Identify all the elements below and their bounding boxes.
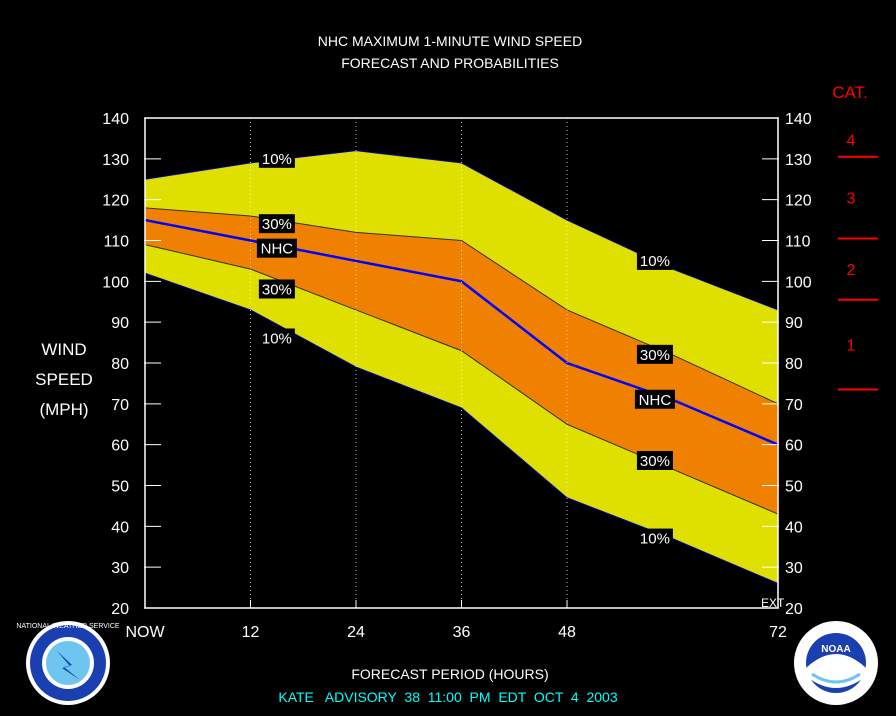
x-tick-label: 72 — [769, 624, 787, 641]
band-label: 10% — [640, 253, 670, 270]
band-label-box — [258, 214, 295, 234]
y-tick-label-left: 130 — [102, 152, 129, 169]
y-tick-label-right: 140 — [785, 111, 812, 128]
advisory-text: KATE ADVISORY 38 11:00 PM EDT OCT 4 2003 — [278, 689, 617, 705]
y-tick-label-right: 60 — [785, 438, 803, 455]
y-tick-label-left: 40 — [111, 519, 129, 536]
y-tick-label-left: 120 — [102, 193, 129, 210]
chart-title-line1: NHC MAXIMUM 1-MINUTE WIND SPEED — [318, 33, 582, 49]
y-tick-label-right: 100 — [785, 274, 812, 291]
y-tick-label-right: 40 — [785, 519, 803, 536]
y-tick-label-left: 60 — [111, 438, 129, 455]
x-tick-label: 48 — [558, 624, 576, 641]
band-label-box — [636, 250, 673, 270]
x-tick-label: NOW — [125, 624, 165, 641]
y-tick-label-left: 30 — [111, 560, 129, 577]
noaa-logo: NOAA — [794, 621, 878, 705]
y-tick-label-left: 20 — [111, 601, 129, 618]
band-label: 10% — [262, 151, 292, 168]
band-label: NHC — [639, 392, 672, 409]
y-tick-label-right: 80 — [785, 356, 803, 373]
y-tick-label-right: 70 — [785, 397, 803, 414]
y-tick-label-left: 100 — [102, 274, 129, 291]
band-label: 30% — [262, 282, 292, 299]
y-tick-label-right: 90 — [785, 315, 803, 332]
ext-label: EXT — [761, 596, 785, 610]
band-label: NHC — [261, 241, 294, 258]
band-label-box — [258, 279, 295, 299]
x-tick-label: 24 — [347, 624, 365, 641]
plot-area: 20 20 30 30 40 40 50 50 60 60 70 70 80 80 90 90 100 100 11… — [102, 111, 812, 641]
y-tick-label-left: 70 — [111, 397, 129, 414]
y-tick-label-right: 20 — [785, 601, 803, 618]
y-axis-label-line1: WIND — [41, 340, 86, 359]
y-tick-label-right: 130 — [785, 152, 812, 169]
y-tick-label-left: 50 — [111, 479, 129, 496]
y-tick-label-right: 50 — [785, 479, 803, 496]
y-tick-label-left: 110 — [103, 234, 129, 251]
x-axis-label: FORECAST PERIOD (HOURS) — [351, 666, 548, 682]
band-label-box — [634, 389, 675, 409]
y-axis-label-line2: SPEED — [35, 370, 93, 389]
y-tick-label-right: 30 — [785, 560, 803, 577]
band-label: 30% — [640, 453, 670, 470]
category-header: CAT. — [832, 83, 868, 102]
category-scale: 1 2 3 4 — [838, 132, 878, 391]
y-tick-label-right: 120 — [785, 193, 812, 210]
band-label: 10% — [640, 531, 670, 548]
y-tick-label-left: 90 — [111, 315, 129, 332]
category-label: 2 — [847, 262, 856, 279]
chart-title-line2: FORECAST AND PROBABILITIES — [341, 55, 559, 71]
band-label-box — [636, 451, 673, 470]
x-tick-label: 36 — [453, 624, 471, 641]
band-label: 10% — [262, 331, 292, 348]
x-tick-label: 12 — [242, 624, 260, 641]
band-30-percent — [145, 207, 778, 515]
band-label: 30% — [262, 216, 292, 233]
y-axis-label-line3: (MPH) — [39, 400, 88, 419]
noaa-logo-text: NOAA — [821, 644, 850, 655]
band-label-box — [258, 328, 295, 348]
category-label: 1 — [847, 338, 856, 355]
category-label: 3 — [847, 191, 856, 208]
band-label-box — [636, 528, 673, 548]
band-label: 30% — [640, 347, 670, 364]
band-label-box — [256, 238, 297, 258]
category-label: 4 — [847, 132, 856, 149]
nws-logo-text: NATIONAL WEATHER SERVICE — [16, 623, 120, 630]
y-tick-label-right: 110 — [785, 234, 811, 251]
band-label-box — [636, 344, 673, 364]
y-tick-label-left: 140 — [102, 111, 129, 128]
y-tick-label-left: 80 — [111, 356, 129, 373]
nws-logo: NATIONAL WEATHER SERVICE — [16, 621, 120, 705]
band-label-box — [258, 148, 295, 168]
